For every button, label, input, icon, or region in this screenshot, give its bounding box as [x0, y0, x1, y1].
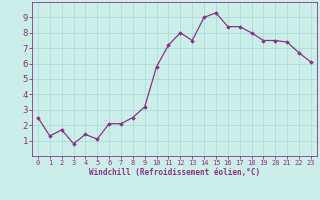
X-axis label: Windchill (Refroidissement éolien,°C): Windchill (Refroidissement éolien,°C)	[89, 168, 260, 177]
